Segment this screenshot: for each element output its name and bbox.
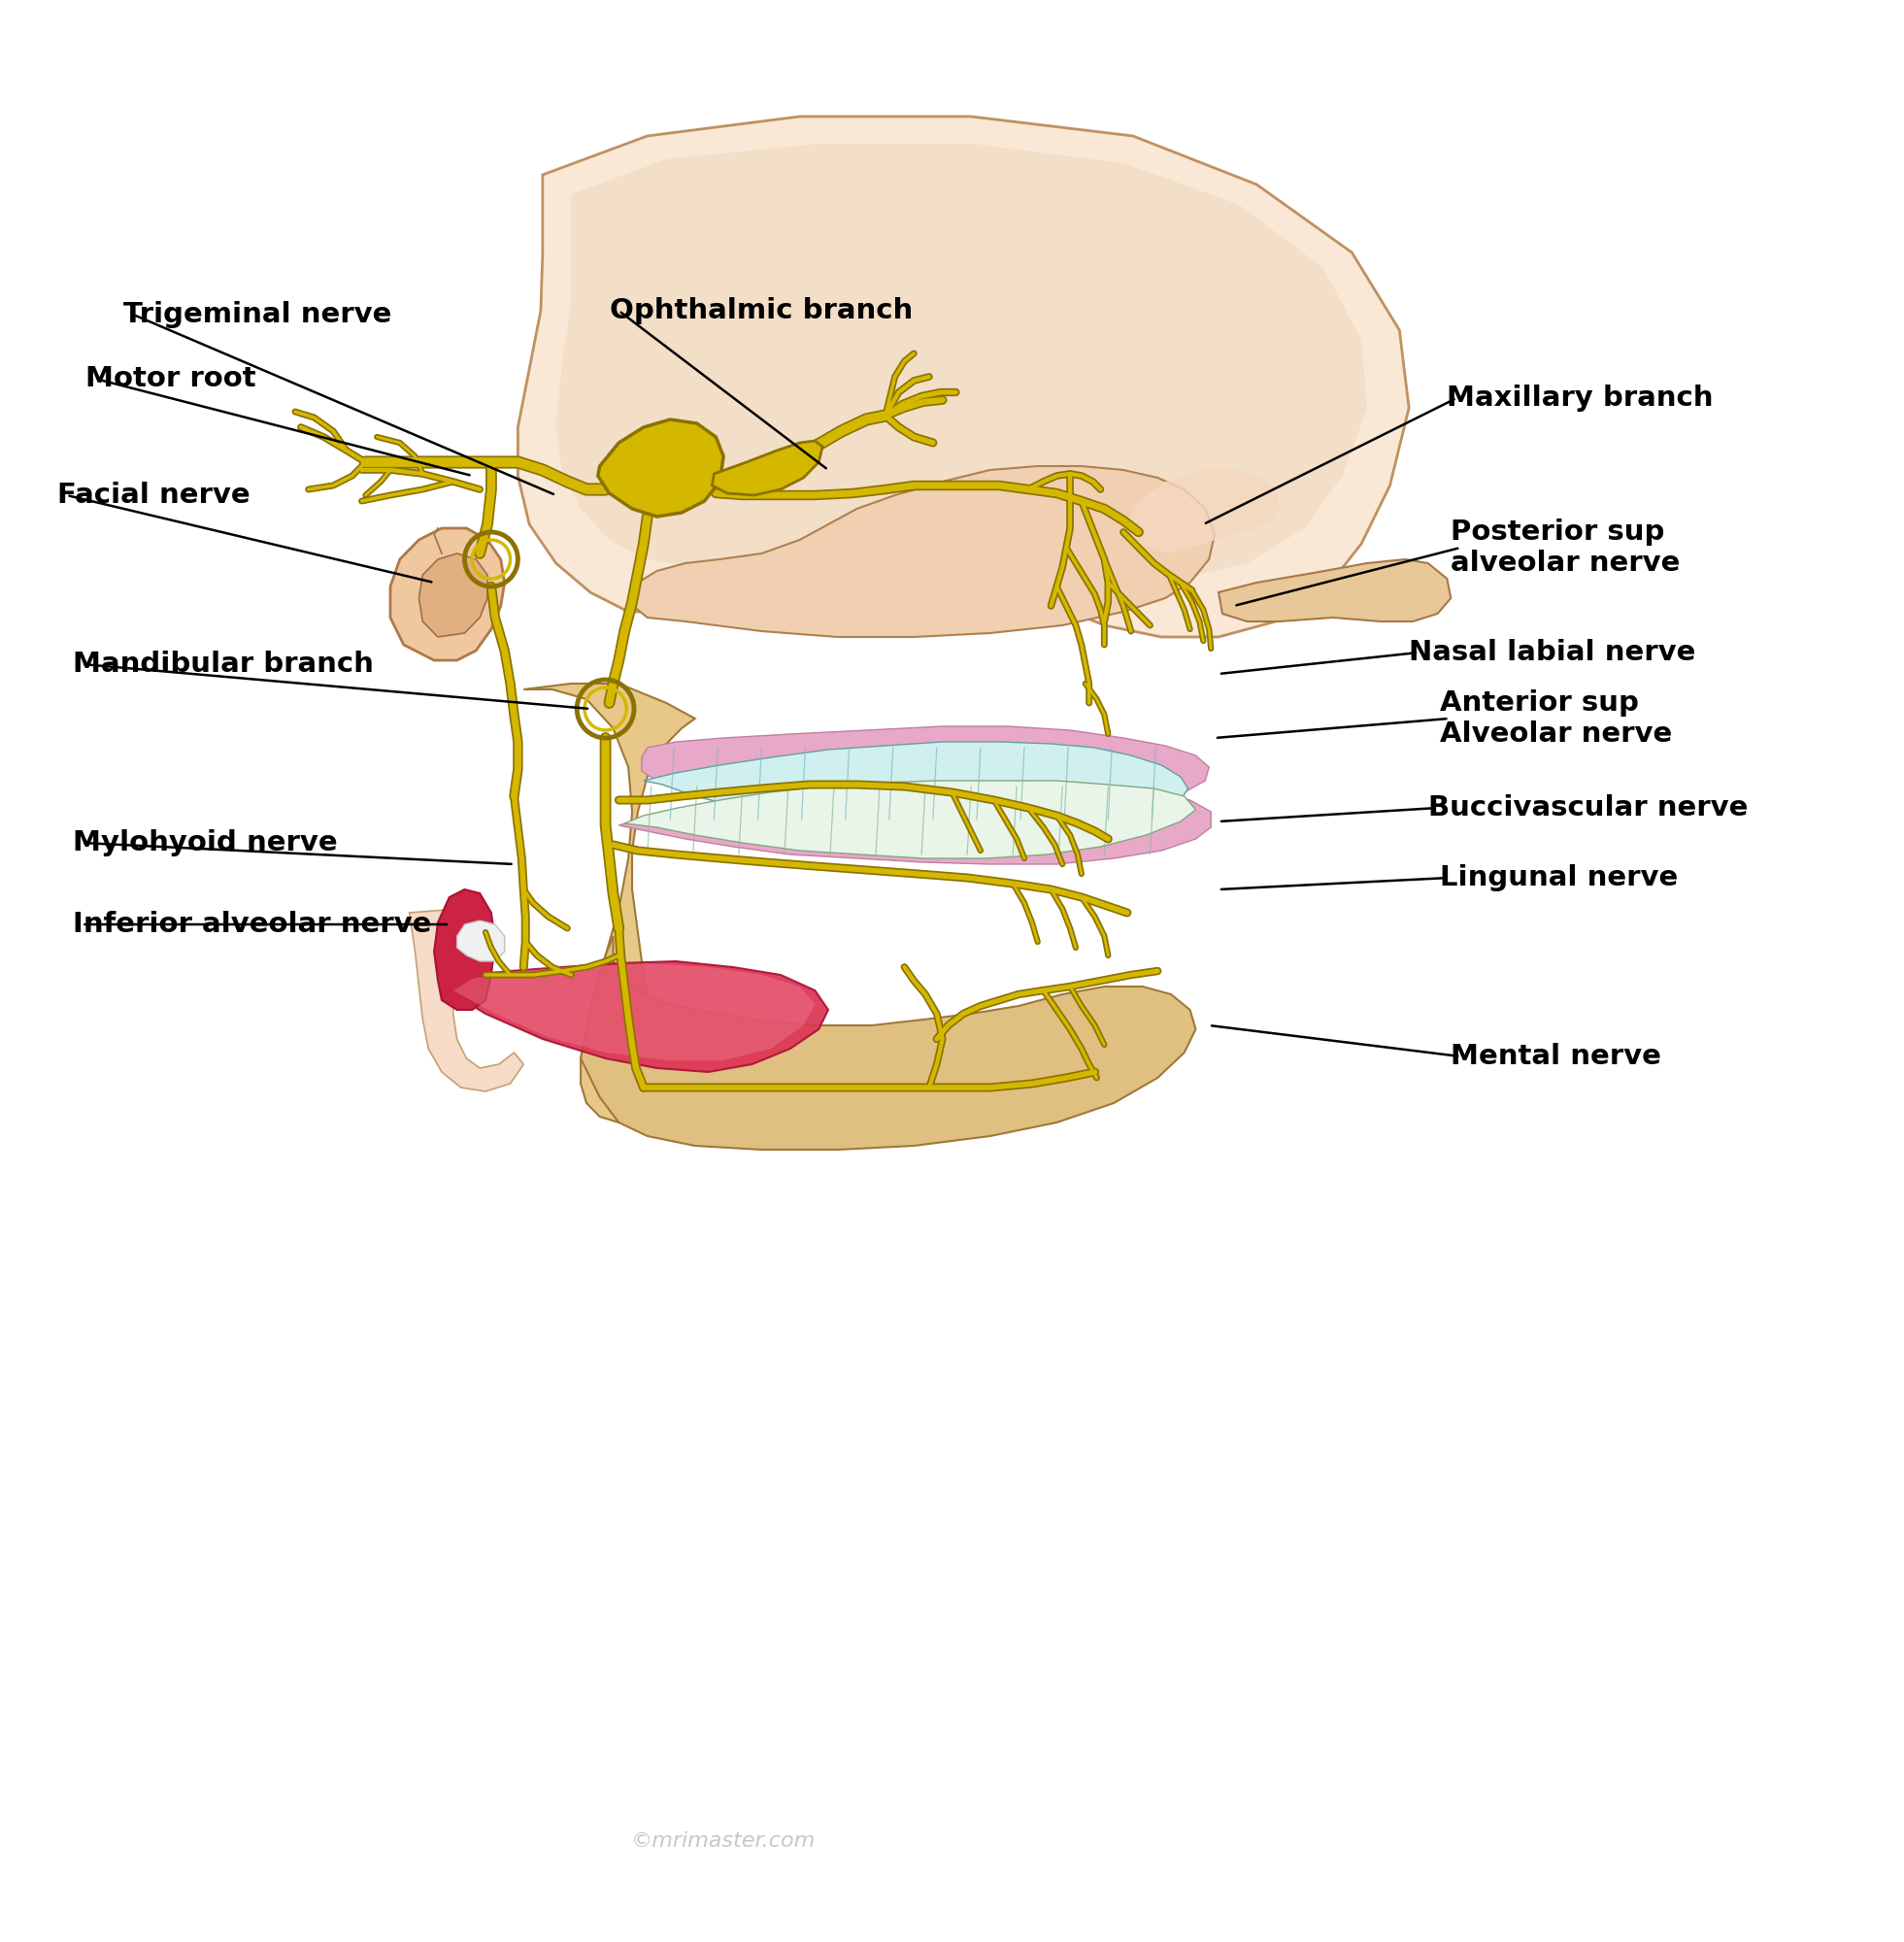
- Text: Posterior sup
alveolar nerve: Posterior sup alveolar nerve: [1451, 519, 1681, 577]
- Polygon shape: [1219, 559, 1451, 621]
- Text: Trigeminal nerve: Trigeminal nerve: [124, 301, 392, 328]
- Polygon shape: [390, 528, 505, 660]
- Polygon shape: [453, 963, 815, 1060]
- Polygon shape: [642, 726, 1209, 812]
- Text: ©mrimaster.com: ©mrimaster.com: [630, 1831, 817, 1851]
- Polygon shape: [409, 909, 524, 1091]
- Polygon shape: [598, 419, 724, 517]
- Polygon shape: [457, 921, 505, 961]
- Text: Mandibular branch: Mandibular branch: [72, 651, 373, 678]
- Polygon shape: [434, 889, 495, 1010]
- Polygon shape: [628, 466, 1215, 637]
- Text: Ophthalmic branch: Ophthalmic branch: [609, 297, 912, 324]
- Text: Inferior alveolar nerve: Inferior alveolar nerve: [72, 911, 430, 938]
- Text: Mental nerve: Mental nerve: [1451, 1043, 1662, 1070]
- Polygon shape: [581, 936, 1196, 1150]
- Polygon shape: [619, 785, 1211, 864]
- Text: Buccivascular nerve: Buccivascular nerve: [1428, 794, 1748, 821]
- Polygon shape: [1127, 470, 1279, 553]
- Polygon shape: [556, 144, 1367, 579]
- Polygon shape: [518, 117, 1409, 637]
- Polygon shape: [447, 961, 828, 1072]
- Text: Mylohyoid nerve: Mylohyoid nerve: [72, 829, 337, 856]
- Text: Nasal labial nerve: Nasal labial nerve: [1409, 639, 1696, 666]
- Polygon shape: [712, 441, 823, 495]
- Text: Facial nerve: Facial nerve: [57, 482, 249, 509]
- Text: Motor root: Motor root: [86, 365, 257, 392]
- Polygon shape: [419, 553, 487, 637]
- Text: Anterior sup
Alveolar nerve: Anterior sup Alveolar nerve: [1439, 689, 1672, 748]
- Text: Lingunal nerve: Lingunal nerve: [1439, 864, 1677, 891]
- Polygon shape: [524, 684, 695, 1122]
- Text: Maxillary branch: Maxillary branch: [1447, 385, 1714, 412]
- Polygon shape: [625, 781, 1196, 858]
- Polygon shape: [644, 742, 1188, 823]
